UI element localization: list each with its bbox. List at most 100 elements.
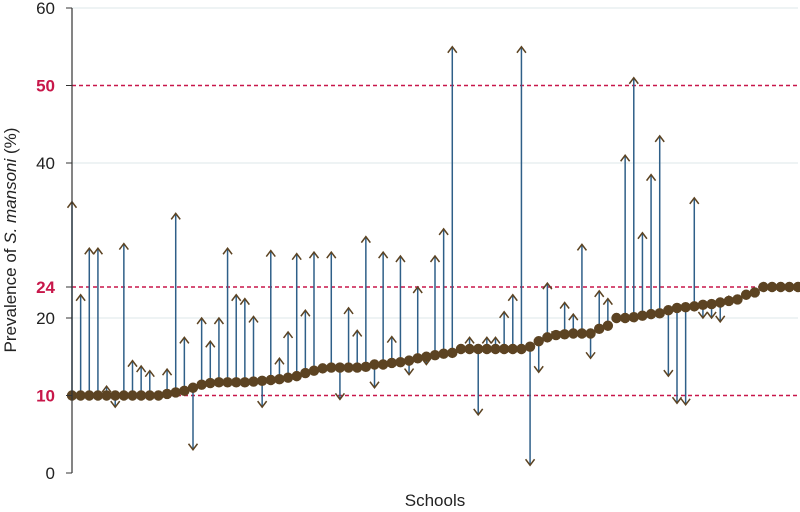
arrow-head [222,247,233,255]
data-point [265,374,276,386]
arrow-head [576,243,588,251]
y-tick-label: 0 [46,464,55,483]
arrow-head [291,252,302,261]
data-point [473,343,484,355]
arrow-head [680,398,691,407]
arrow [542,281,553,338]
arrow-head [343,306,354,315]
data-point [326,362,337,373]
arrow-head [706,311,717,320]
arrow-head [447,45,458,54]
data-point [403,355,415,366]
data-point [352,362,363,373]
data-point [671,302,683,314]
data-point [784,281,795,293]
arrow [84,247,95,396]
data-point [775,281,786,293]
data-point [706,298,717,310]
arrow [438,227,449,354]
arrow-head [378,250,389,259]
data-point [248,376,259,387]
arrow [222,247,233,383]
data-point [464,343,475,355]
arrow [352,329,363,368]
arrow-head [602,297,613,306]
arrow [334,367,346,401]
arrow [179,336,190,391]
arrow [447,45,458,353]
arrow-head [144,369,155,378]
data-point [490,343,501,355]
arrow-head [274,357,285,365]
arrow-head [369,381,380,389]
data-point [421,351,432,362]
data-point [231,377,242,388]
data-point [196,379,207,390]
arrow-head [110,400,121,409]
arrow [75,293,86,396]
arrow-head [136,364,147,373]
arrow-head [127,359,138,368]
data-point [360,361,372,373]
data-point [92,390,104,401]
arrow-head [386,335,397,344]
data-point [611,312,622,324]
data-point [749,287,760,298]
arrow [473,349,484,417]
arrow-head [533,365,544,374]
arrow-head [697,311,709,320]
data-point [84,390,95,401]
data-point [602,320,614,331]
arrow [343,306,354,368]
data-point [533,336,544,347]
data-point [369,359,380,370]
data-point [144,390,155,401]
arrow-head [594,289,605,298]
arrow [663,310,674,378]
data-point [429,350,441,361]
arrow [645,173,657,315]
data-point [645,308,657,320]
data-point [412,353,423,364]
arrow-head [196,316,207,325]
data-point [732,294,743,305]
data-point [300,367,311,379]
data-point [282,372,294,383]
arrow [637,231,648,316]
arrow-head [352,329,363,337]
arrow-head [231,293,242,302]
data-point [740,289,752,300]
data-point [455,343,467,355]
arrow-head [282,330,294,339]
arrow [187,387,199,451]
y-axis-title-post: (%) [1,128,20,159]
arrow [412,285,423,359]
arrow-head [205,340,216,348]
arrow-head [568,312,579,321]
reference-line-label: 10 [36,387,55,406]
arrow-head [248,315,259,323]
data-point [498,343,510,355]
arrow-head [689,196,700,205]
arrow [248,315,259,382]
arrow [239,297,250,383]
data-point [343,362,354,373]
arrow-head [516,45,527,54]
arrow [654,134,665,314]
arrow-head [637,231,648,240]
arrow-head [161,367,173,376]
arrow [213,316,225,383]
data-point [127,390,138,401]
data-point [395,356,406,368]
arrow [680,307,691,407]
arrow-head [179,336,190,344]
y-tick-labels: 10 24 50 0 20 40 60 [36,0,72,483]
data-point [594,323,605,335]
arrow-head [118,242,129,251]
data-point [377,359,389,370]
data-point [619,312,631,324]
data-point [680,301,691,313]
y-axis-title-italic: S. mansoni [1,158,20,244]
arrow-head [429,254,441,263]
arrow-head [92,247,104,255]
